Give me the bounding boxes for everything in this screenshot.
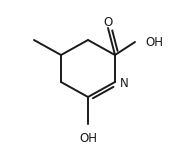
Text: OH: OH — [79, 132, 97, 144]
Text: OH: OH — [145, 36, 163, 49]
Text: O: O — [103, 16, 113, 29]
Text: N: N — [120, 77, 129, 90]
